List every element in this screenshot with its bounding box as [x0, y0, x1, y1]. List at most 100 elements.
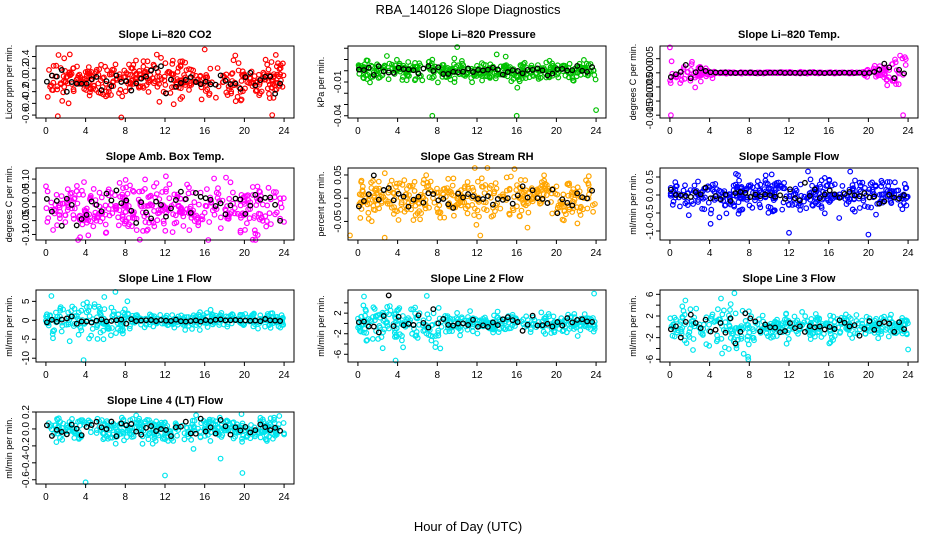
- data-point: [859, 179, 866, 186]
- data-point: [367, 79, 373, 86]
- black-point: [435, 320, 442, 327]
- black-point: [395, 64, 402, 71]
- data-point: [866, 186, 873, 193]
- y-tick-label: 0.00: [21, 197, 32, 217]
- data-point: [158, 54, 164, 61]
- black-point: [806, 192, 813, 199]
- data-point: [242, 311, 249, 317]
- data-point: [386, 311, 392, 318]
- black-point: [514, 319, 521, 325]
- data-point: [706, 342, 713, 349]
- black-point: [400, 322, 407, 329]
- data-point: [250, 323, 257, 330]
- data-point: [248, 68, 255, 75]
- data-point: [477, 232, 484, 239]
- data-point: [425, 332, 432, 338]
- data-point: [545, 311, 552, 317]
- outlier-point: [429, 112, 436, 119]
- data-point: [119, 212, 126, 219]
- data-point: [142, 219, 149, 226]
- black-point: [390, 323, 397, 330]
- black-point: [172, 316, 179, 323]
- black-point: [440, 195, 447, 202]
- data-point: [902, 56, 909, 62]
- data-point: [162, 205, 169, 212]
- data-point: [734, 69, 741, 76]
- data-point: [162, 60, 169, 67]
- data-point: [578, 203, 584, 210]
- figure-title: RBA_140126 Slope Diagnostics: [375, 2, 561, 17]
- data-point: [201, 209, 208, 216]
- x-tick-label: 4: [395, 248, 401, 259]
- data-points: [355, 44, 599, 119]
- x-tick-label: 20: [239, 126, 251, 137]
- data-point: [525, 209, 532, 216]
- outlier-point: [201, 46, 208, 53]
- data-point: [174, 68, 181, 75]
- outlier-point: [593, 107, 599, 113]
- data-point: [92, 209, 99, 216]
- data-point: [150, 219, 157, 226]
- x-tick-label: 20: [551, 370, 563, 381]
- data-point: [672, 179, 679, 186]
- data-point: [859, 320, 865, 327]
- x-tick-label: 12: [159, 492, 171, 503]
- black-point: [475, 323, 481, 330]
- data-point: [57, 304, 64, 311]
- data-point: [170, 101, 177, 108]
- data-point: [250, 311, 257, 317]
- data-point: [228, 209, 235, 215]
- y-tick-label: -0.05: [333, 210, 344, 233]
- black-point: [103, 190, 110, 197]
- black-point: [484, 193, 491, 200]
- data-point: [393, 318, 399, 325]
- data-point: [124, 425, 131, 432]
- data-point: [65, 100, 72, 107]
- x-tick-label: 24: [279, 126, 291, 137]
- black-point: [370, 323, 377, 330]
- data-point: [196, 327, 203, 333]
- x-tick-label: 4: [395, 126, 401, 137]
- data-point: [904, 331, 910, 338]
- data-point: [359, 183, 366, 190]
- data-point: [166, 181, 173, 188]
- y-tick-label: -0.01: [333, 70, 344, 93]
- black-point: [217, 417, 224, 423]
- data-point: [856, 205, 863, 211]
- data-point: [450, 316, 456, 323]
- black-point: [901, 192, 908, 199]
- data-point: [198, 216, 204, 222]
- data-point: [539, 318, 546, 325]
- black-point: [816, 323, 823, 330]
- black-point: [881, 198, 888, 205]
- data-point: [414, 315, 421, 322]
- data-point: [401, 177, 408, 184]
- x-tick-label: 16: [199, 126, 211, 137]
- data-point: [97, 329, 104, 336]
- data-point: [754, 183, 761, 190]
- data-point: [495, 329, 502, 336]
- data-point: [392, 334, 398, 340]
- black-point: [172, 197, 179, 203]
- data-point: [443, 188, 450, 194]
- data-point: [50, 63, 57, 69]
- data-point: [886, 179, 893, 185]
- data-point: [251, 227, 258, 234]
- black-point: [722, 329, 729, 336]
- data-point: [426, 315, 432, 322]
- black-point: [113, 187, 120, 194]
- black-point: [871, 326, 878, 333]
- black-point: [257, 318, 264, 325]
- data-point: [677, 203, 683, 210]
- data-point: [60, 89, 67, 96]
- black-point: [811, 186, 818, 193]
- black-point: [88, 319, 95, 326]
- data-point: [103, 229, 110, 236]
- panel-title: Slope Sample Flow: [739, 151, 840, 163]
- black-point: [465, 322, 472, 328]
- black-point: [222, 211, 229, 218]
- data-point: [744, 337, 751, 343]
- black-series: [43, 63, 284, 97]
- black-point: [559, 196, 566, 203]
